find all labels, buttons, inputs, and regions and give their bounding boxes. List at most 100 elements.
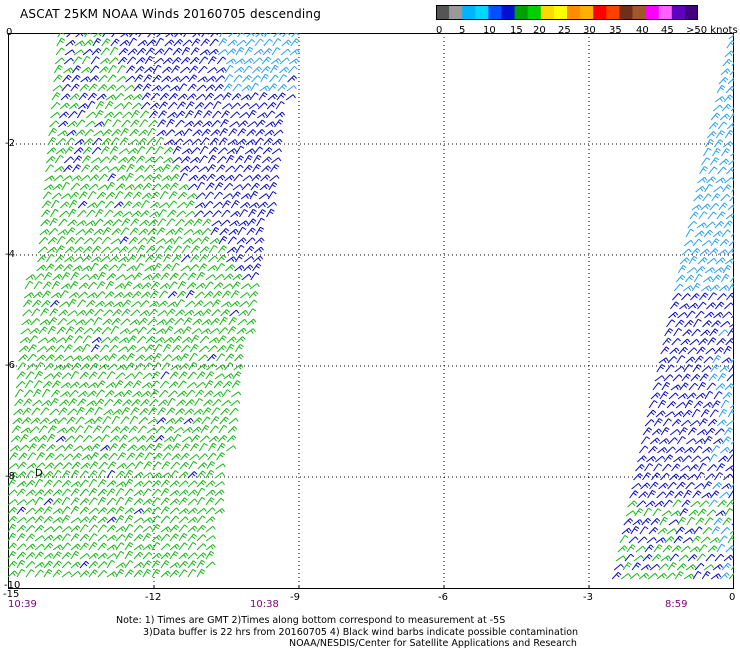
wind-barb bbox=[180, 165, 191, 173]
wind-barb bbox=[708, 248, 719, 256]
wind-barb bbox=[53, 64, 63, 74]
wind-barb bbox=[705, 553, 716, 562]
wind-barb bbox=[686, 267, 698, 274]
wind-barb bbox=[177, 380, 187, 389]
wind-barb bbox=[217, 435, 228, 443]
wind-barb bbox=[87, 281, 98, 290]
wind-barb bbox=[140, 101, 151, 110]
wind-barb bbox=[77, 390, 88, 398]
wind-barb bbox=[187, 471, 198, 479]
wind-barb bbox=[72, 453, 82, 461]
wind-barb bbox=[163, 47, 173, 56]
note-line-2: 3)Data buffer is 22 hrs from 20160705 4)… bbox=[143, 627, 579, 638]
wind-barb bbox=[106, 371, 116, 380]
wind-barb bbox=[115, 534, 126, 542]
wind-barb bbox=[660, 426, 670, 436]
wind-barb bbox=[244, 46, 254, 56]
wind-barb bbox=[142, 182, 153, 191]
wind-barb bbox=[119, 137, 129, 146]
note-line-3: NOAA/NESDIS/Center for Satellite Applica… bbox=[289, 638, 577, 649]
wind-barb bbox=[239, 208, 248, 218]
wind-barb bbox=[207, 265, 218, 272]
wind-barb bbox=[234, 354, 244, 362]
wind-barb bbox=[95, 300, 106, 308]
wind-barb bbox=[81, 265, 92, 272]
wind-barb bbox=[79, 498, 90, 506]
wind-barb bbox=[81, 164, 91, 173]
wind-barb bbox=[689, 211, 699, 220]
wind-barb bbox=[71, 65, 82, 74]
wind-barb bbox=[27, 443, 37, 452]
wind-barb bbox=[12, 417, 23, 425]
wind-barb bbox=[23, 389, 34, 398]
wind-barb bbox=[178, 508, 189, 515]
wind-barb bbox=[52, 560, 63, 569]
wind-barb bbox=[683, 489, 692, 499]
wind-barb bbox=[163, 337, 174, 344]
wind-barb bbox=[75, 229, 86, 236]
wind-barb bbox=[705, 347, 716, 355]
wind-barb bbox=[720, 194, 731, 202]
wind-barb bbox=[695, 185, 706, 193]
wind-barb bbox=[45, 452, 55, 461]
wind-barb bbox=[129, 319, 140, 326]
wind-barb bbox=[56, 427, 68, 434]
wind-barb bbox=[199, 49, 211, 56]
wind-barb bbox=[205, 544, 216, 551]
wind-barb bbox=[64, 435, 75, 443]
wind-barb bbox=[122, 101, 133, 110]
wind-barb bbox=[205, 371, 215, 380]
wind-barb bbox=[116, 175, 127, 182]
wind-barb bbox=[108, 264, 119, 272]
wind-barb bbox=[62, 462, 73, 470]
wind-barb bbox=[135, 354, 146, 362]
wind-map bbox=[7, 28, 740, 589]
wind-barb bbox=[225, 58, 237, 65]
wind-barb bbox=[63, 344, 73, 353]
wind-barb bbox=[231, 281, 241, 290]
wind-barb bbox=[106, 516, 117, 524]
wind-barb bbox=[149, 389, 160, 398]
wind-barb bbox=[704, 138, 714, 148]
wind-barb bbox=[133, 489, 144, 497]
wind-barb bbox=[248, 291, 259, 299]
wind-barb bbox=[124, 569, 134, 578]
wind-barb bbox=[55, 148, 66, 155]
wind-barb bbox=[75, 319, 86, 326]
wind-barb bbox=[684, 528, 695, 535]
wind-barb bbox=[185, 389, 196, 398]
wind-barb bbox=[248, 208, 257, 218]
wind-barb bbox=[689, 420, 701, 427]
wind-barb bbox=[80, 174, 91, 182]
wind-barb bbox=[160, 272, 170, 281]
wind-barb bbox=[70, 488, 80, 497]
wind-barb bbox=[196, 534, 207, 542]
wind-barb bbox=[61, 83, 71, 92]
wind-barb bbox=[216, 442, 226, 452]
wind-barb bbox=[684, 319, 694, 328]
colorbar-swatch bbox=[593, 5, 607, 20]
wind-barb bbox=[70, 271, 80, 281]
wind-barb bbox=[88, 497, 98, 506]
wind-barb bbox=[694, 355, 704, 364]
wind-barb bbox=[39, 319, 50, 326]
wind-barb bbox=[619, 534, 629, 544]
wind-barb bbox=[36, 354, 47, 362]
wind-barb bbox=[682, 329, 693, 337]
wind-barb bbox=[663, 499, 673, 508]
wind-barb bbox=[191, 38, 201, 47]
wind-barb bbox=[214, 497, 225, 506]
wind-barb bbox=[121, 119, 131, 128]
wind-barb bbox=[146, 138, 157, 146]
wind-barb bbox=[214, 273, 225, 281]
wind-barb bbox=[166, 407, 176, 416]
wind-barb bbox=[172, 245, 183, 254]
wind-barb bbox=[718, 455, 729, 463]
wind-barb bbox=[57, 417, 68, 425]
wind-barb bbox=[126, 452, 136, 461]
wind-barb bbox=[252, 66, 262, 74]
wind-barb bbox=[178, 480, 189, 488]
wind-barb bbox=[131, 210, 142, 218]
wind-barb bbox=[99, 57, 110, 65]
wind-barb bbox=[49, 308, 59, 317]
